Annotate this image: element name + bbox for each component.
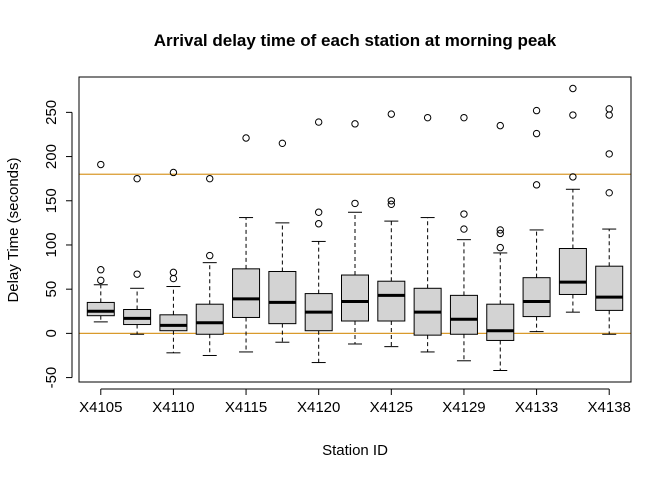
outlier-point-1-3 (97, 160, 105, 169)
outlier-point-7-1 (314, 220, 323, 228)
x-tick-label-3: X4120 (297, 399, 340, 416)
x-tick-label-6: X4133 (515, 399, 558, 416)
y-tick-label-3: 100 (43, 232, 60, 257)
outlier-point-1-2 (97, 266, 105, 274)
x-tick-label-5: X4129 (442, 399, 485, 416)
y-tick-label-1: 0 (43, 329, 60, 337)
y-tick-label-2: 50 (43, 281, 60, 298)
y-tick-label-4: 150 (43, 188, 60, 213)
outlier-point-15-1 (605, 189, 613, 197)
outlier-point-5-1 (242, 134, 250, 142)
outlier-point-9-1 (387, 200, 396, 209)
outlier-point-15-2 (605, 150, 613, 158)
outlier-point-4-1 (206, 251, 214, 260)
outlier-point-11-3 (460, 113, 468, 122)
outlier-point-2-2 (133, 174, 141, 183)
x-tick-label-7: X4138 (588, 399, 631, 416)
x-axis-label: Station ID (322, 442, 388, 459)
outlier-point-14-2 (569, 111, 577, 119)
x-tick-label-0: X4105 (79, 399, 122, 416)
y-tick-label-5: 200 (43, 144, 60, 169)
outlier-point-12-3 (496, 226, 504, 234)
chart-title: Arrival delay time of each station at mo… (154, 31, 557, 50)
y-axis-label: Delay Time (seconds) (5, 157, 22, 302)
outlier-point-13-3 (532, 106, 541, 115)
outlier-point-11-2 (460, 210, 468, 218)
box-15 (595, 265, 624, 311)
y-tick-label-0: -50 (43, 367, 60, 389)
outlier-point-1-1 (97, 276, 105, 285)
y-tick-label-6: 250 (43, 100, 60, 125)
box-5 (232, 268, 261, 318)
outlier-point-2-1 (133, 270, 141, 278)
x-tick-label-1: X4110 (152, 399, 194, 416)
outlier-point-3-1 (169, 274, 178, 283)
box-9 (377, 280, 406, 322)
outlier-point-3-2 (169, 268, 178, 277)
plot-area: -50 0 50 100 150 200 250 X4105 X4110 X4115 X4120 X4… (43, 76, 632, 416)
outlier-point-14-3 (569, 84, 577, 93)
box-13 (522, 277, 551, 318)
box-1 (86, 301, 115, 317)
outlier-point-12-4 (496, 121, 504, 130)
outlier-point-8-2 (351, 120, 359, 128)
outlier-point-11-1 (460, 225, 468, 233)
box-4 (195, 303, 224, 335)
x-tick-label-2: X4115 (225, 399, 267, 416)
box-6 (268, 270, 297, 325)
box-14 (558, 248, 587, 295)
outlier-point-15-3 (605, 111, 613, 119)
outlier-point-7-3 (314, 118, 323, 126)
outlier-point-8-1 (351, 199, 359, 208)
outlier-point-14-1 (569, 173, 577, 181)
box-3 (159, 314, 188, 332)
outlier-point-10-1 (423, 113, 432, 122)
outlier-point-13-2 (532, 129, 541, 138)
outlier-point-13-1 (532, 181, 541, 189)
outlier-point-12-2 (496, 229, 504, 238)
plot-border (78, 76, 632, 383)
outlier-point-9-2 (387, 197, 396, 205)
box-11 (449, 294, 478, 335)
outlier-point-12-1 (496, 243, 504, 252)
box-8 (341, 274, 369, 322)
outlier-point-4-2 (206, 174, 214, 183)
x-tick-label-4: X4125 (370, 399, 413, 416)
outlier-point-3-3 (169, 168, 178, 177)
outlier-point-6-1 (278, 139, 287, 148)
outlier-point-7-2 (314, 208, 323, 216)
outlier-point-9-3 (387, 110, 396, 118)
outlier-point-15-4 (605, 105, 613, 113)
box-12 (486, 303, 515, 341)
